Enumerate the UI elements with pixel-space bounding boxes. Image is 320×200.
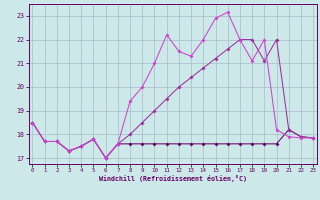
X-axis label: Windchill (Refroidissement éolien,°C): Windchill (Refroidissement éolien,°C) <box>99 175 247 182</box>
